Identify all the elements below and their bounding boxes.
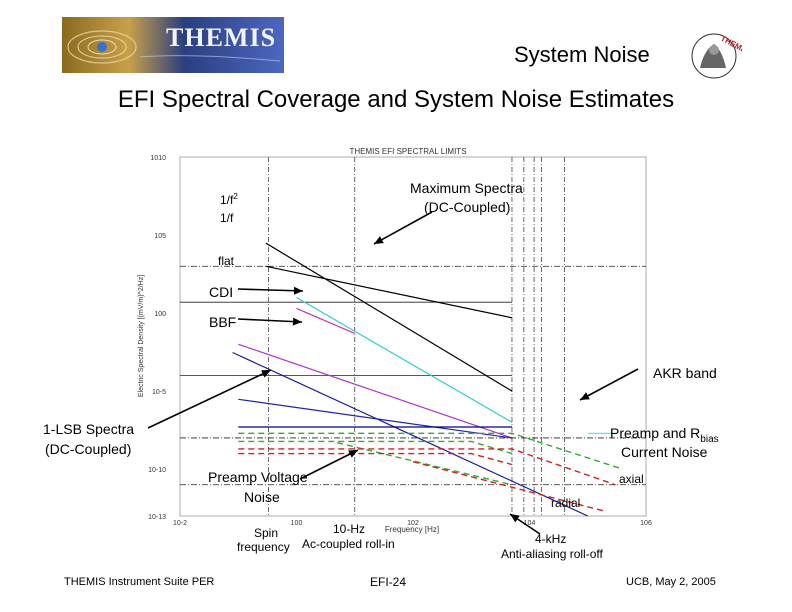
spin-label: Spin bbox=[254, 526, 279, 540]
max-spectra-label: Maximum Spectra bbox=[410, 180, 523, 196]
x-axis-label: Frequency [Hz] bbox=[385, 525, 439, 534]
rolloff-label: 4-kHz bbox=[535, 532, 567, 546]
x-tick-label: 106 bbox=[640, 520, 652, 527]
logo-text: THEMIS bbox=[166, 23, 277, 52]
preamp-rbias-label: Preamp and Rbias bbox=[610, 425, 719, 445]
series-line bbox=[232, 351, 589, 517]
footer-left: THEMIS Instrument Suite PER bbox=[64, 576, 215, 588]
x-tick-label: 104 bbox=[524, 520, 536, 527]
preamp-voltage-label: Preamp Voltage bbox=[208, 469, 308, 485]
y-tick-label: 10-13 bbox=[148, 514, 166, 521]
bbf-label: BBF bbox=[209, 314, 237, 330]
rolloff-label-2: Anti-aliasing roll-off bbox=[501, 547, 603, 561]
footer-page: EFI-24 bbox=[370, 575, 407, 589]
y-axis-label: Electric Spectral Density [(mV/m)^2/Hz] bbox=[138, 275, 145, 397]
mission-badge-icon: THEMIS bbox=[691, 33, 742, 79]
lsb-spectra-label: 1-LSB Spectra bbox=[43, 421, 135, 437]
y-tick-label: 10-5 bbox=[152, 389, 166, 396]
annotation-arrow bbox=[237, 317, 303, 326]
series-line bbox=[412, 461, 606, 512]
radial-label: radial bbox=[551, 496, 581, 510]
rollin-label-2: Ac-coupled roll-in bbox=[302, 537, 395, 551]
series-line bbox=[238, 432, 624, 470]
rollin-label: 10-Hz bbox=[333, 522, 366, 536]
series-line bbox=[265, 242, 513, 392]
annotation-arrow bbox=[579, 368, 639, 401]
max-spectra-label-2: (DC-Coupled) bbox=[424, 199, 511, 215]
annotation-arrow bbox=[299, 449, 359, 480]
series-line bbox=[238, 398, 513, 439]
footer-right: UCB, May 2, 2005 bbox=[626, 576, 716, 588]
preamp-voltage-label-2: Noise bbox=[244, 489, 280, 505]
y-tick-label: 10-10 bbox=[148, 467, 166, 474]
series-line bbox=[265, 265, 513, 319]
series-line bbox=[238, 343, 513, 439]
annotation-arrow bbox=[237, 286, 304, 295]
lsb-spectra-label-2: (DC-Coupled) bbox=[45, 441, 132, 457]
page-title: EFI Spectral Coverage and System Noise E… bbox=[117, 86, 675, 113]
series-line bbox=[238, 440, 513, 455]
flat-label: flat bbox=[218, 254, 235, 268]
y-tick-label: 1010 bbox=[150, 155, 166, 162]
plot-frame bbox=[179, 156, 647, 517]
inv-f-label: 1/f bbox=[220, 211, 234, 225]
y-tick-label: 100 bbox=[154, 311, 166, 318]
current-noise-label: Current Noise bbox=[621, 444, 708, 460]
x-tick-label: 10-2 bbox=[173, 520, 187, 527]
x-tick-label: 102 bbox=[407, 520, 419, 527]
cdi-label: CDI bbox=[209, 284, 234, 300]
series-line bbox=[296, 307, 356, 334]
annotation-arrow bbox=[373, 211, 433, 245]
x-tick-label: 100 bbox=[291, 520, 303, 527]
magnetosphere-graphic bbox=[67, 30, 281, 64]
series-line bbox=[238, 448, 616, 486]
slide-title: System Noise bbox=[514, 42, 650, 67]
series-line bbox=[296, 296, 513, 423]
annotation-arrow bbox=[147, 369, 272, 429]
themis-logo: THEMIS bbox=[62, 17, 284, 73]
axial-label: axial bbox=[619, 472, 644, 486]
inv-f2-label: 1/f2 bbox=[220, 192, 238, 207]
annotation-arrow bbox=[509, 513, 541, 535]
spin-label-2: frequency bbox=[237, 540, 290, 554]
series-line bbox=[238, 452, 513, 466]
akr-band-label: AKR band bbox=[653, 365, 717, 381]
y-tick-label: 105 bbox=[154, 233, 166, 240]
chart-title: THEMIS EFI SPECTRAL LIMITS bbox=[349, 147, 466, 156]
